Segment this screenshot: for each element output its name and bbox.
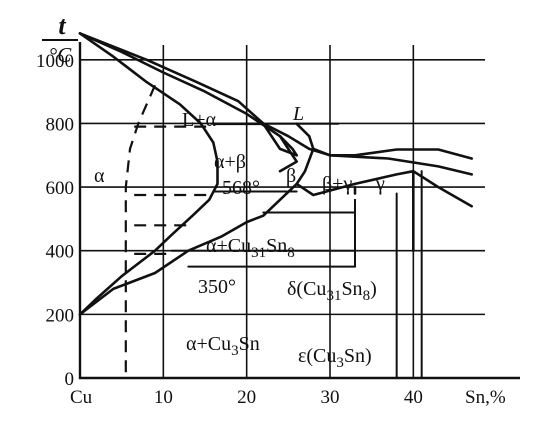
phase-boundary-line-9 [295, 169, 474, 208]
region-label-alpha-cu31sn8: α+Cu31Sn8 [206, 235, 295, 261]
y-tick-label: 1000 [36, 51, 74, 72]
y-tick-label: 600 [46, 178, 75, 199]
phase-boundary-line-3 [78, 249, 190, 316]
x-origin-label: Cu [70, 387, 93, 408]
region-label-epsilon: ε(Cu3Sn) [298, 345, 372, 371]
y-axis-label-t: t [58, 11, 66, 40]
region-label-alpha-beta: α+β [214, 151, 246, 173]
curve-layer [78, 32, 474, 379]
x-axis-label: Sn,% [465, 387, 506, 408]
solvus-dashed-line-12 [124, 84, 157, 378]
region-label-delta: δ(Cu31Sn8) [287, 278, 377, 304]
tick-layer: 0 200 400 600 800 1000 10 20 30 40 [36, 51, 423, 408]
region-label-liquid-alpha: L+α [182, 109, 216, 131]
region-label-beta: β [286, 165, 296, 187]
region-label-beta-gamma: β+γ [322, 173, 352, 195]
phase-boundary-line-1 [78, 32, 474, 176]
phase-boundary-line-6 [278, 134, 299, 173]
y-tick-label: 400 [46, 242, 75, 263]
region-label-alpha-cu3sn: α+Cu3Sn [186, 333, 260, 359]
phase-boundary-line-4 [187, 182, 299, 252]
region-label-alpha: α [94, 165, 105, 187]
phase-boundary-line-7 [295, 122, 315, 186]
phase-boundary-line-8 [311, 147, 474, 160]
x-tick-label: 30 [321, 387, 340, 408]
x-tick-label: 40 [404, 387, 423, 408]
region-label-liquid: L [292, 103, 304, 125]
axis-frame [78, 42, 520, 380]
y-axis-label-unit: °C [49, 43, 72, 67]
phase-boundary-line-2 [78, 32, 219, 316]
y-tick-label: 0 [65, 369, 75, 390]
grid-layer [78, 42, 520, 380]
y-tick-label: 200 [46, 305, 75, 326]
temperature-label-568: 568° [222, 177, 260, 199]
region-label-gamma: γ [375, 173, 385, 195]
x-tick-label: 20 [237, 387, 256, 408]
x-tick-label: 10 [154, 387, 173, 408]
y-tick-label: 800 [46, 114, 75, 135]
phase-boundary-line-0 [78, 32, 299, 157]
temperature-label-350: 350° [198, 276, 236, 298]
